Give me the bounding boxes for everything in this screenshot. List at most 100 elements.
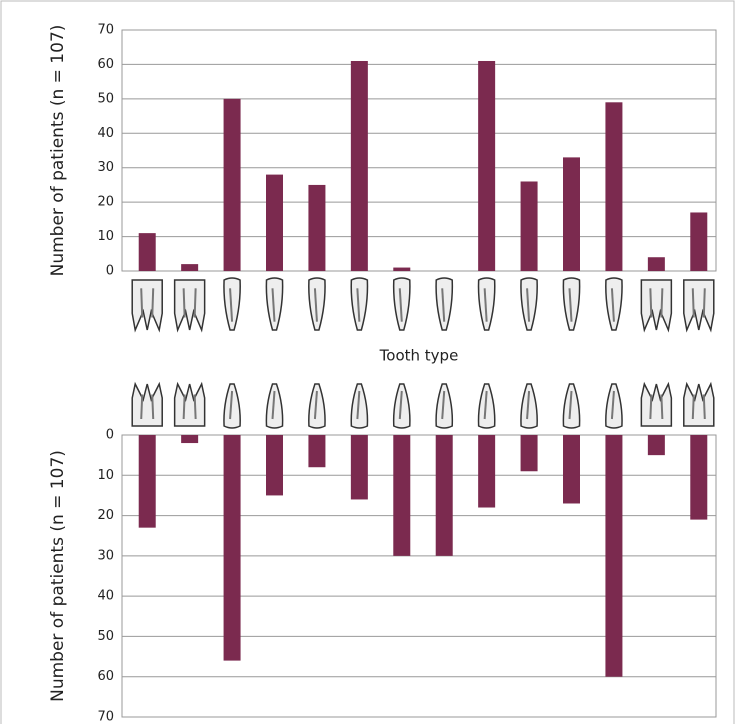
- bar: [308, 184, 326, 271]
- bar: [520, 435, 538, 472]
- tooth-shade: [526, 390, 531, 420]
- tooth-icon: [477, 277, 496, 331]
- tooth-icon: [223, 277, 241, 331]
- tooth-shape: [350, 383, 369, 429]
- tooth-shade: [441, 390, 446, 420]
- tooth-shade: [271, 288, 276, 322]
- tooth-shade: [568, 390, 573, 420]
- bar: [435, 435, 453, 556]
- tooth-shape: [173, 381, 206, 427]
- tooth-shade: [398, 288, 403, 322]
- tooth-icon: [173, 279, 206, 333]
- bar: [138, 233, 156, 271]
- y-tick-label: 30: [97, 160, 114, 175]
- tooth-shape: [350, 277, 369, 331]
- bar: [647, 257, 665, 271]
- tooth-shade: [691, 394, 706, 420]
- y-tick-label: 40: [97, 589, 114, 604]
- tooth-shade: [182, 394, 197, 420]
- bar: [181, 435, 199, 444]
- tooth-shape: [520, 383, 538, 429]
- y-axis-label: Number of patients (n = 107): [48, 25, 68, 277]
- tooth-icon: [640, 279, 673, 333]
- tooth-shape: [223, 383, 241, 429]
- tooth-icon: [173, 381, 206, 427]
- y-tick-label: 40: [97, 126, 114, 141]
- bar: [647, 435, 665, 456]
- tooth-shade: [313, 288, 318, 322]
- y-tick-label: 50: [97, 629, 114, 644]
- bar: [266, 435, 283, 496]
- bar: [478, 435, 496, 508]
- bar: [350, 435, 368, 500]
- tooth-icon: [308, 383, 326, 429]
- y-tick-label: 70: [97, 23, 114, 38]
- tooth-shape: [520, 277, 538, 331]
- tooth-shade: [526, 288, 531, 322]
- tooth-shape: [435, 383, 454, 429]
- tooth-shape: [605, 277, 623, 331]
- bar: [308, 435, 326, 468]
- tooth-shade: [398, 390, 403, 420]
- tooth-icon: [520, 277, 538, 331]
- y-tick-label: 60: [97, 669, 114, 684]
- tooth-shade: [229, 390, 234, 420]
- y-tick-label: 10: [97, 229, 114, 244]
- tooth-shape: [131, 381, 163, 427]
- tooth-shade: [568, 288, 573, 322]
- tooth-shade: [140, 394, 155, 420]
- tooth-shape: [605, 383, 623, 429]
- y-tick-label: 20: [97, 508, 114, 523]
- tooth-shape: [477, 277, 496, 331]
- bar: [393, 435, 411, 556]
- tooth-shape: [640, 279, 673, 333]
- bar: [266, 174, 283, 271]
- y-tick-label: 20: [97, 195, 114, 210]
- plot-border: [121, 434, 717, 718]
- y-tick-label: 10: [97, 468, 114, 483]
- tooth-icon: [223, 383, 241, 429]
- tooth-shape: [265, 277, 284, 331]
- tooth-icon: [350, 383, 369, 429]
- tooth-shade: [441, 288, 446, 322]
- tooth-shade: [649, 288, 664, 318]
- bar: [393, 267, 411, 271]
- tooth-icon: [435, 277, 454, 331]
- tooth-shape: [392, 383, 411, 429]
- y-tick-label: 50: [97, 91, 114, 106]
- tooth-shade: [356, 288, 361, 322]
- tooth-icon: [131, 279, 163, 333]
- tooth-icon: [605, 383, 623, 429]
- tooth-shade: [610, 390, 615, 420]
- tooth-shape: [435, 277, 454, 331]
- bar: [605, 102, 623, 271]
- tooth-shape: [131, 279, 163, 333]
- tooth-shade: [313, 390, 318, 420]
- tooth-shape: [392, 277, 411, 331]
- tooth-shape: [477, 383, 496, 429]
- bar: [181, 264, 199, 271]
- tooth-icon: [131, 381, 163, 427]
- tooth-icon: [683, 381, 715, 427]
- y-tick-label: 70: [97, 710, 114, 724]
- bar: [605, 435, 623, 677]
- bar: [223, 435, 241, 661]
- y-tick-label: 30: [97, 548, 114, 563]
- tooth-shade: [691, 288, 706, 318]
- tooth-icon: [265, 277, 284, 331]
- tooth-shade: [483, 390, 488, 420]
- tooth-shade: [182, 288, 197, 318]
- tooth-icon: [308, 277, 326, 331]
- tooth-shade: [356, 390, 361, 420]
- bar: [690, 435, 708, 520]
- tooth-shape: [683, 381, 715, 427]
- tooth-icon: [605, 277, 623, 331]
- tooth-icon: [392, 383, 411, 429]
- tooth-icon: [683, 279, 715, 333]
- tooth-icon: [562, 383, 581, 429]
- bar: [520, 181, 538, 271]
- tooth-shape: [562, 277, 581, 331]
- tooth-icon: [392, 277, 411, 331]
